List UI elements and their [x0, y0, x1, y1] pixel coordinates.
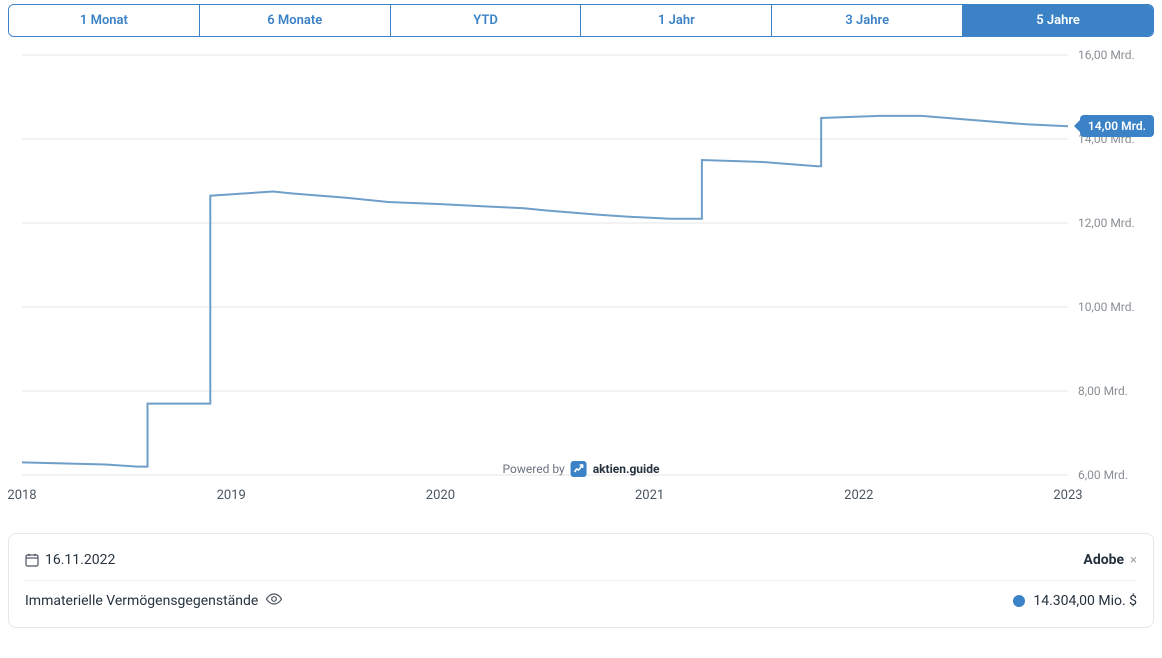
- company-chip: Adobe ×: [1083, 552, 1137, 568]
- series-color-dot-icon: [1013, 595, 1025, 607]
- company-name: Adobe: [1083, 552, 1124, 568]
- aktien-guide-logo-icon: [571, 461, 587, 477]
- remove-company-icon[interactable]: ×: [1130, 553, 1137, 568]
- svg-text:2023: 2023: [1053, 488, 1082, 503]
- svg-text:6,00 Mrd.: 6,00 Mrd.: [1078, 468, 1128, 482]
- time-range-tabs: 1 Monat 6 Monate YTD 1 Jahr 3 Jahre 5 Ja…: [8, 4, 1154, 37]
- svg-text:2019: 2019: [217, 488, 246, 503]
- info-card: 16.11.2022 Adobe × Immaterielle Vermögen…: [8, 533, 1154, 628]
- svg-text:12,00 Mrd.: 12,00 Mrd.: [1078, 216, 1135, 230]
- tab-5-jahre[interactable]: 5 Jahre: [962, 5, 1153, 36]
- svg-text:8,00 Mrd.: 8,00 Mrd.: [1078, 384, 1128, 398]
- svg-text:2020: 2020: [426, 488, 455, 503]
- svg-text:16,00 Mrd.: 16,00 Mrd.: [1078, 48, 1135, 62]
- metric-value: 14.304,00 Mio. $: [1033, 593, 1137, 609]
- visibility-toggle-icon[interactable]: [266, 593, 282, 609]
- svg-text:10,00 Mrd.: 10,00 Mrd.: [1078, 300, 1135, 314]
- tab-1-jahr[interactable]: 1 Jahr: [580, 5, 771, 36]
- last-value-badge: 14,00 Mrd.: [1080, 115, 1154, 137]
- tab-6-monate[interactable]: 6 Monate: [199, 5, 390, 36]
- powered-by-prefix: Powered by: [503, 462, 565, 476]
- svg-text:2018: 2018: [8, 488, 37, 503]
- metric-label: Immaterielle Vermögensgegenstände: [25, 593, 258, 609]
- info-date: 16.11.2022: [45, 552, 115, 568]
- powered-by-brand: aktien.guide: [593, 462, 660, 476]
- svg-text:2021: 2021: [635, 488, 664, 503]
- tab-ytd[interactable]: YTD: [390, 5, 581, 36]
- svg-text:2022: 2022: [844, 488, 873, 503]
- powered-by[interactable]: Powered by aktien.guide: [503, 461, 660, 477]
- line-chart: 6,00 Mrd. 8,00 Mrd. 10,00 Mrd. 12,00 Mrd. 14…: [8, 43, 1154, 523]
- tab-3-jahre[interactable]: 3 Jahre: [771, 5, 962, 36]
- chart-area: 6,00 Mrd. 8,00 Mrd. 10,00 Mrd. 12,00 Mrd. 14…: [8, 43, 1154, 523]
- tab-1-monat[interactable]: 1 Monat: [9, 5, 199, 36]
- calendar-icon: [25, 553, 39, 567]
